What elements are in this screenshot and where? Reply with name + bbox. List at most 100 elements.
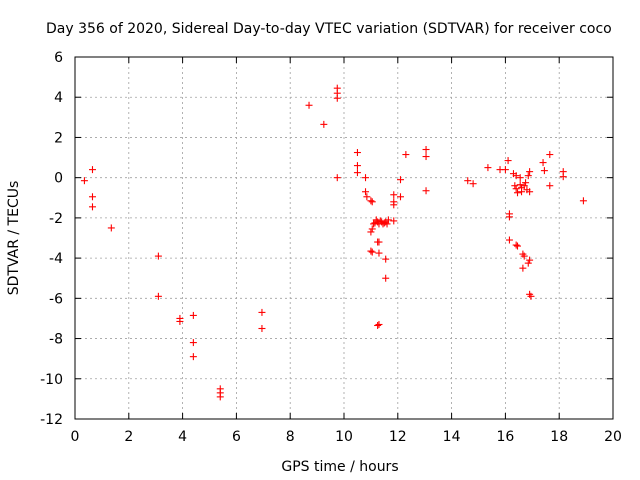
data-point	[516, 181, 524, 189]
y-tick-label: -6	[49, 291, 63, 307]
data-point	[396, 193, 404, 201]
data-point	[176, 317, 184, 325]
y-tick-label: -4	[49, 251, 63, 267]
x-tick-label: 18	[550, 429, 568, 445]
data-point	[505, 213, 513, 221]
data-point	[526, 168, 534, 176]
data-point	[333, 94, 341, 102]
data-point	[375, 238, 383, 246]
data-point	[390, 201, 398, 209]
data-point	[189, 339, 197, 347]
data-point	[88, 193, 96, 201]
data-point	[107, 224, 115, 232]
data-point	[539, 159, 547, 167]
data-point	[504, 157, 512, 165]
chart-title: Day 356 of 2020, Sidereal Day-to-day VTE…	[46, 21, 612, 37]
data-point	[512, 185, 520, 193]
data-point	[320, 120, 328, 128]
x-tick-label: 14	[443, 429, 461, 445]
data-point	[469, 180, 477, 188]
y-tick-label: -2	[49, 211, 63, 227]
data-point	[353, 162, 361, 170]
data-point	[512, 172, 520, 180]
data-point	[520, 182, 528, 190]
data-point	[258, 325, 266, 332]
data-point	[88, 203, 96, 211]
data-point	[501, 166, 509, 174]
data-point	[362, 174, 370, 182]
data-point	[382, 255, 390, 263]
data-point	[390, 191, 398, 199]
data-point	[512, 241, 520, 249]
data-point	[154, 292, 162, 300]
x-tick-label: 2	[124, 429, 133, 445]
y-tick-label: 6	[54, 50, 63, 66]
data-point	[519, 264, 527, 272]
y-tick-label: 0	[54, 171, 63, 187]
data-point	[520, 252, 528, 260]
data-point	[362, 188, 370, 196]
data-point	[579, 197, 587, 205]
data-point	[516, 174, 524, 182]
data-point	[382, 274, 390, 282]
data-point	[514, 242, 522, 250]
data-point	[258, 308, 266, 316]
data-point	[396, 176, 404, 184]
y-tick-label: -8	[49, 332, 63, 348]
data-point	[505, 236, 513, 244]
data-point	[511, 182, 519, 190]
data-point	[368, 248, 376, 256]
data-point	[422, 187, 430, 195]
data-point	[546, 182, 554, 190]
data-point	[367, 247, 375, 255]
x-tick-label: 10	[335, 429, 353, 445]
x-tick-label: 16	[496, 429, 514, 445]
data-point	[464, 177, 472, 185]
data-point	[353, 169, 361, 177]
y-tick-label: -12	[40, 412, 63, 428]
data-point	[374, 321, 382, 329]
data-point	[333, 174, 341, 182]
data-point	[154, 252, 162, 260]
data-point	[402, 151, 410, 159]
data-point	[559, 173, 567, 181]
data-point	[383, 220, 391, 228]
grid	[75, 57, 613, 419]
x-tick-label: 4	[178, 429, 187, 445]
data-points	[80, 84, 587, 401]
x-tick-label: 6	[232, 429, 241, 445]
x-tick-label: 0	[71, 429, 80, 445]
data-point	[526, 256, 534, 264]
data-point	[363, 193, 371, 201]
data-point	[518, 188, 526, 196]
data-point	[422, 153, 430, 161]
data-point	[375, 249, 383, 257]
data-point	[546, 151, 554, 159]
data-point	[540, 167, 548, 175]
data-point	[524, 172, 532, 180]
data-point	[189, 311, 197, 319]
y-tick-label: 2	[54, 130, 63, 146]
data-point	[524, 259, 532, 267]
data-point	[527, 292, 535, 300]
data-point	[384, 216, 392, 224]
x-tick-labels: 0 2 4 6 8 10 12 14 16 18 20	[71, 429, 622, 445]
data-point	[368, 198, 376, 206]
data-point	[80, 177, 88, 185]
x-tick-label: 8	[286, 429, 295, 445]
x-tick-label: 12	[389, 429, 407, 445]
data-point	[526, 188, 534, 196]
data-point	[484, 164, 492, 172]
axis-ticks	[74, 56, 614, 420]
data-point	[522, 179, 530, 187]
data-point	[367, 228, 375, 236]
data-point	[216, 393, 224, 401]
data-point	[367, 197, 375, 205]
x-axis-label: GPS time / hours	[281, 459, 398, 475]
data-point	[189, 353, 197, 361]
data-point	[305, 101, 313, 109]
data-point	[368, 225, 376, 233]
y-tick-label: -10	[40, 372, 63, 388]
